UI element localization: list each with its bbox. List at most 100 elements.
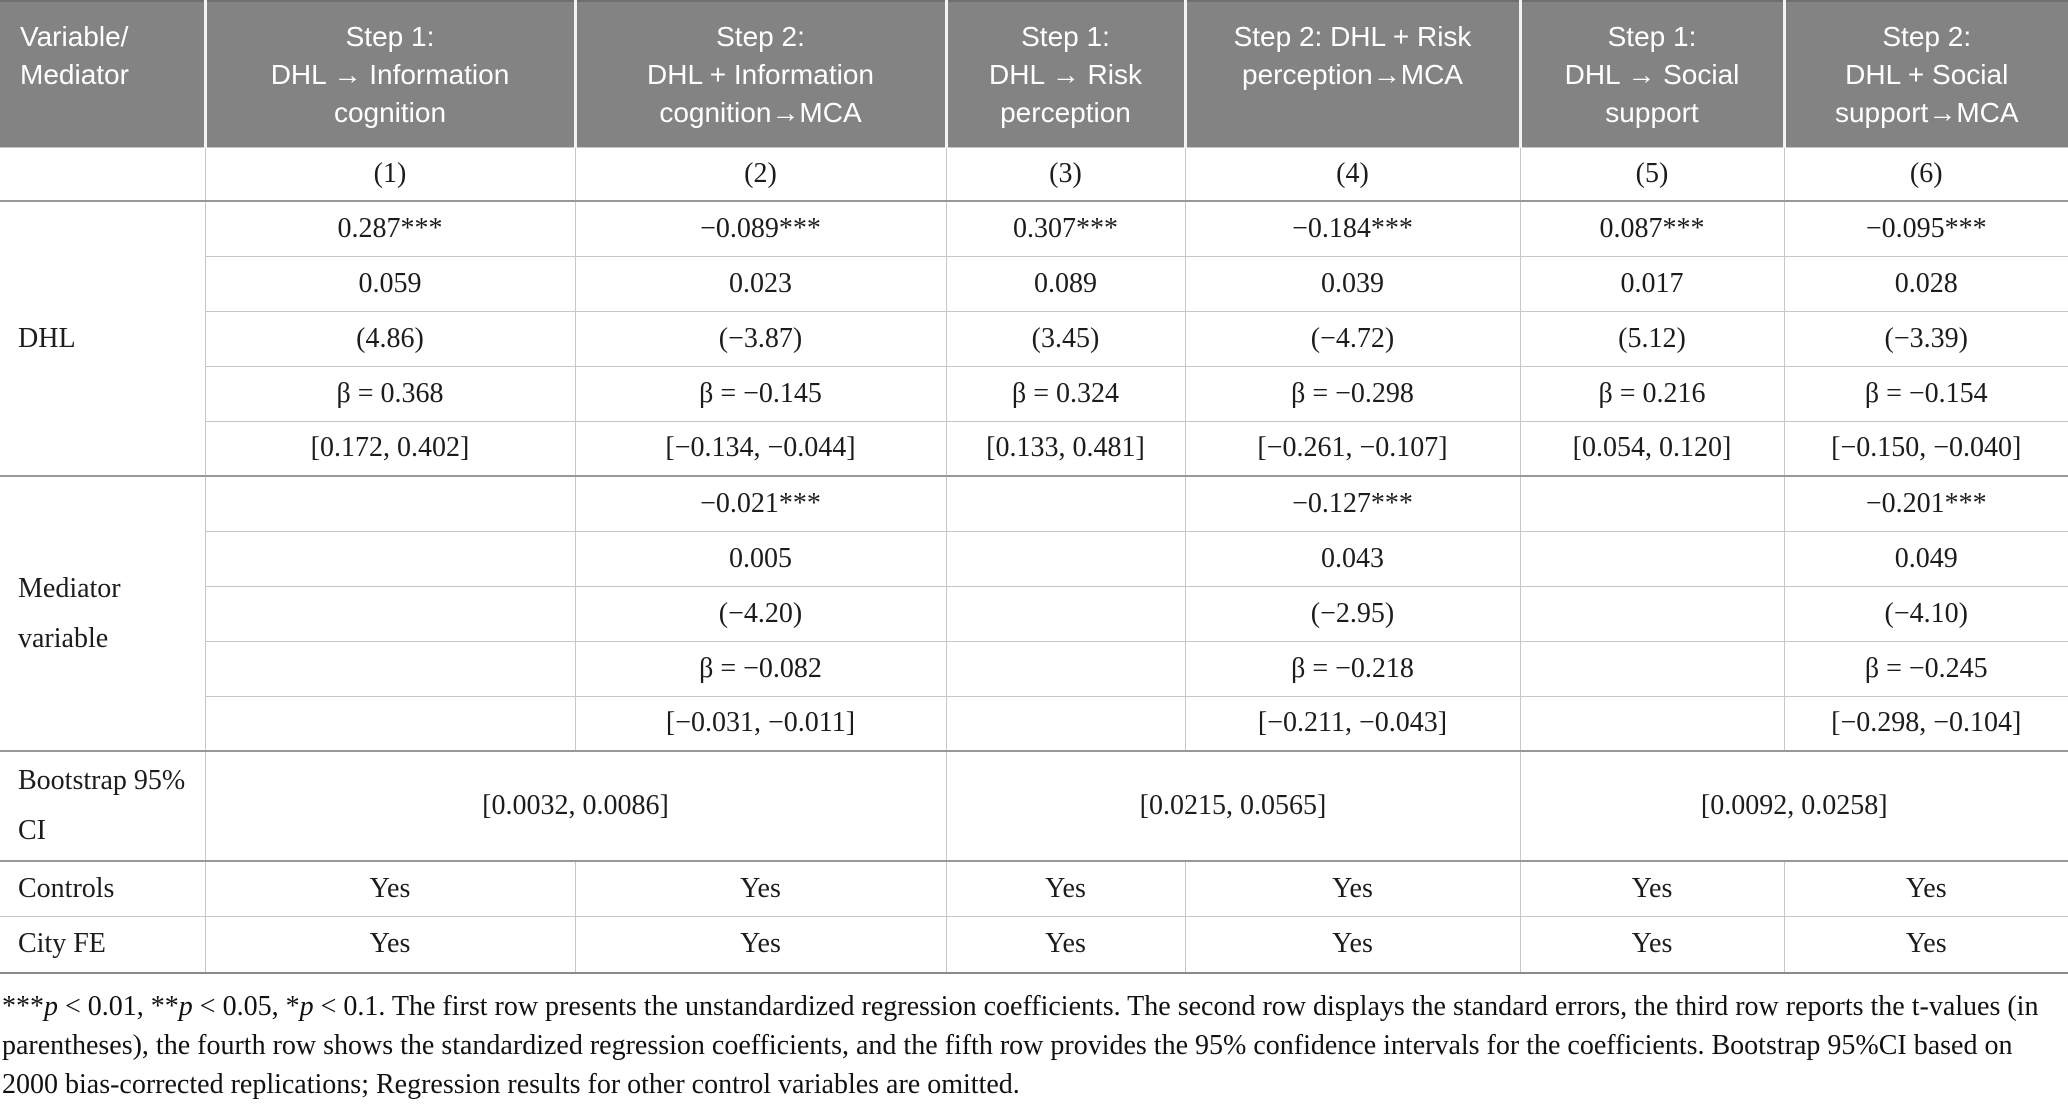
dhl-beta-cell: β = −0.145 (574, 365, 947, 422)
dhl-coef-cell: 0.087*** (1519, 200, 1785, 257)
dhl-beta-cell: β = −0.298 (1184, 365, 1521, 422)
mediator-coefficient-row: Mediator variable −0.021*** −0.127*** −0… (0, 475, 2068, 752)
mediator-ci-cell (945, 695, 1186, 752)
city-fe-cell: Yes (1184, 916, 1521, 974)
dhl-beta-row: β = 0.368 β = −0.145 β = 0.324 β = −0.29… (0, 365, 2068, 422)
row-label-controls: Controls (0, 860, 206, 917)
dhl-beta-cell: β = 0.324 (945, 365, 1186, 422)
bootstrap-ci-row: Bootstrap 95% CI [0.0032, 0.0086] [0.021… (0, 750, 2068, 862)
mediator-ci-cell (1519, 695, 1785, 752)
dhl-se-cell: 0.028 (1783, 255, 2068, 312)
mediator-coef-cell: −0.201*** (1783, 475, 2068, 532)
header-step1-information-cognition: Step 1: DHL → Information cognition (203, 0, 577, 148)
controls-cell: Yes (1783, 860, 2068, 917)
header-step2-risk-perception-mca: Step 2: DHL + Risk perception→MCA (1183, 0, 1522, 148)
model-number-row-label (0, 146, 206, 202)
header-step2-information-cognition-mca: Step 2: DHL + Information cognition→MCA (573, 0, 948, 148)
header-step2-social-support-mca: Step 2: DHL + Social support→MCA (1782, 0, 2068, 148)
mediator-coef-cell: −0.021*** (574, 475, 947, 532)
dhl-t-cell: (−4.72) (1184, 310, 1521, 367)
dhl-beta-cell: β = 0.368 (204, 365, 576, 422)
mediator-coef-cell (1519, 475, 1785, 532)
mediator-beta-cell: β = −0.082 (574, 640, 947, 697)
mediator-se-cell (945, 530, 1186, 587)
mediator-t-cell: (−4.20) (574, 585, 947, 642)
city-fe-cell: Yes (204, 916, 576, 974)
mediator-t-cell (204, 585, 576, 642)
row-label-dhl: DHL (0, 200, 206, 477)
mediator-ci-row: [−0.031, −0.011] [−0.211, −0.043] [−0.29… (0, 695, 2068, 752)
controls-cell: Yes (945, 860, 1186, 917)
mediator-tvalue-row: (−4.20) (−2.95) (−4.10) (0, 585, 2068, 642)
dhl-t-cell: (3.45) (945, 310, 1186, 367)
controls-row: Controls Yes Yes Yes Yes Yes Yes (0, 860, 2068, 917)
dhl-se-cell: 0.089 (945, 255, 1186, 312)
mediator-beta-cell (204, 640, 576, 697)
controls-cell: Yes (204, 860, 576, 917)
city-fe-cell: Yes (1783, 916, 2068, 974)
dhl-ci-cell: [−0.261, −0.107] (1184, 420, 1521, 477)
dhl-t-cell: (5.12) (1519, 310, 1785, 367)
model-number-cell: (5) (1519, 146, 1785, 202)
dhl-coef-cell: −0.184*** (1184, 200, 1521, 257)
dhl-coef-cell: 0.287*** (204, 200, 576, 257)
mediator-coef-cell (204, 475, 576, 532)
dhl-ci-row: [0.172, 0.402] [−0.134, −0.044] [0.133, … (0, 420, 2068, 477)
mediator-coef-cell (945, 475, 1186, 532)
row-label-mediator-variable: Mediator variable (0, 475, 206, 752)
model-number-cell: (1) (204, 146, 576, 202)
mediator-t-cell: (−4.10) (1783, 585, 2068, 642)
dhl-ci-cell: [−0.150, −0.040] (1783, 420, 2068, 477)
bootstrap-ci-cell: [0.0032, 0.0086] (204, 750, 947, 862)
mediator-se-cell (204, 530, 576, 587)
mediator-coef-cell: −0.127*** (1184, 475, 1521, 532)
mediator-beta-cell (945, 640, 1186, 697)
mediator-t-cell (1519, 585, 1785, 642)
dhl-se-cell: 0.023 (574, 255, 947, 312)
dhl-t-cell: (4.86) (204, 310, 576, 367)
mediator-beta-cell: β = −0.245 (1783, 640, 2068, 697)
mediation-results-table: Variable/ Mediator Step 1: DHL → Informa… (0, 0, 2068, 974)
city-fe-cell: Yes (1519, 916, 1785, 974)
city-fe-cell: Yes (945, 916, 1186, 974)
header-step1-social-support: Step 1: DHL → Social support (1518, 0, 1786, 148)
model-number-cell: (2) (574, 146, 947, 202)
model-number-cell: (4) (1184, 146, 1521, 202)
mediator-beta-cell: β = −0.218 (1184, 640, 1521, 697)
mediator-se-row: 0.005 0.043 0.049 (0, 530, 2068, 587)
header-row: Variable/ Mediator Step 1: DHL → Informa… (0, 0, 2068, 148)
controls-cell: Yes (574, 860, 947, 917)
city-fe-cell: Yes (574, 916, 947, 974)
header-step1-risk-perception: Step 1: DHL → Risk perception (944, 0, 1187, 148)
mediator-ci-cell: [−0.298, −0.104] (1783, 695, 2068, 752)
row-label-city-fe: City FE (0, 916, 206, 974)
dhl-ci-cell: [0.172, 0.402] (204, 420, 576, 477)
model-number-cell: (6) (1783, 146, 2068, 202)
dhl-tvalue-row: (4.86) (−3.87) (3.45) (−4.72) (5.12) (−3… (0, 310, 2068, 367)
bootstrap-ci-cell: [0.0092, 0.0258] (1519, 750, 2068, 862)
mediator-ci-cell (204, 695, 576, 752)
dhl-coefficient-row: DHL 0.287*** −0.089*** 0.307*** −0.184**… (0, 200, 2068, 477)
dhl-ci-cell: [0.054, 0.120] (1519, 420, 1785, 477)
mediator-se-cell: 0.005 (574, 530, 947, 587)
dhl-coef-cell: −0.089*** (574, 200, 947, 257)
dhl-se-cell: 0.059 (204, 255, 576, 312)
dhl-ci-cell: [0.133, 0.481] (945, 420, 1186, 477)
bootstrap-ci-cell: [0.0215, 0.0565] (945, 750, 1521, 862)
dhl-t-cell: (−3.87) (574, 310, 947, 367)
controls-cell: Yes (1184, 860, 1521, 917)
dhl-coef-cell: 0.307*** (945, 200, 1186, 257)
dhl-beta-cell: β = 0.216 (1519, 365, 1785, 422)
dhl-ci-cell: [−0.134, −0.044] (574, 420, 947, 477)
model-number-row: (1) (2) (3) (4) (5) (6) (0, 146, 2068, 202)
header-variable-mediator: Variable/ Mediator (0, 0, 207, 148)
mediator-t-cell: (−2.95) (1184, 585, 1521, 642)
dhl-se-row: 0.059 0.023 0.089 0.039 0.017 0.028 (0, 255, 2068, 312)
mediator-beta-row: β = −0.082 β = −0.218 β = −0.245 (0, 640, 2068, 697)
table-footnote: ***p < 0.01, **p < 0.05, *p < 0.1. The f… (2, 990, 2039, 1100)
mediator-se-cell (1519, 530, 1785, 587)
dhl-se-cell: 0.017 (1519, 255, 1785, 312)
mediator-ci-cell: [−0.211, −0.043] (1184, 695, 1521, 752)
model-number-cell: (3) (945, 146, 1186, 202)
controls-cell: Yes (1519, 860, 1785, 917)
